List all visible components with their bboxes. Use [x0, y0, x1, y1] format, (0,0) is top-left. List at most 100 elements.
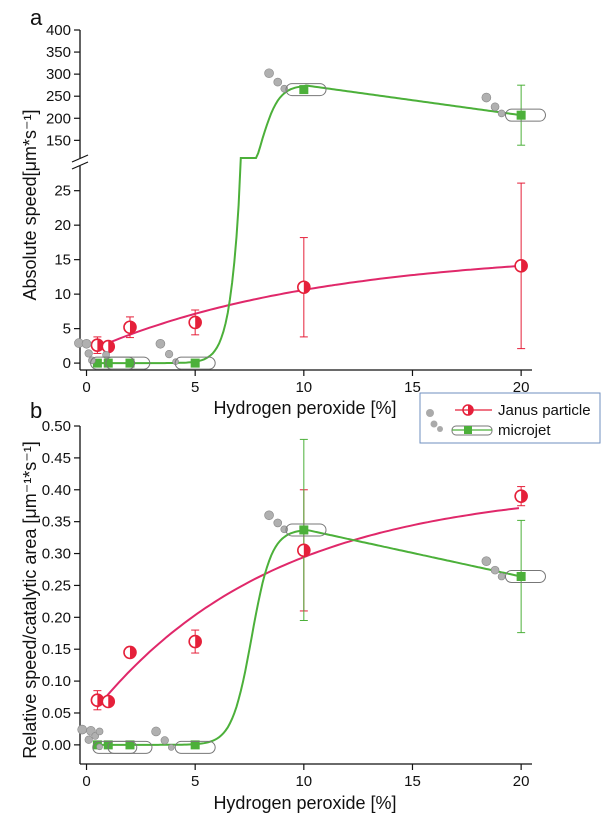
- microjet-tube-icon: [174, 356, 216, 370]
- legend-box: [419, 392, 601, 444]
- sphere-icon: [151, 726, 161, 737]
- sphere-icon: [497, 109, 506, 118]
- panel-a-label: a: [30, 5, 43, 30]
- panel-b-y-tick-label: 0.15: [42, 641, 71, 658]
- legend-item-microjet: microjet: [430, 420, 551, 439]
- sphere-icon: [84, 349, 93, 358]
- panel-a-y-tick-label: 0: [63, 355, 71, 372]
- panel-b-y-title: Relative speed/catalytic area [μm⁻¹*s⁻¹]: [20, 441, 40, 759]
- panel-b-y-tick-label: 0.45: [42, 450, 71, 467]
- sphere-icon: [273, 77, 283, 87]
- janus-data-point-fill: [195, 316, 202, 329]
- sphere-icon: [481, 92, 492, 103]
- legend-microjet-label: microjet: [498, 422, 551, 439]
- microjet-tube-icon: [285, 83, 327, 97]
- sphere-icon: [273, 518, 283, 528]
- panel-b-curves: [96, 507, 522, 746]
- sphere-icon: [155, 338, 166, 349]
- panel-a-axis-break: [71, 154, 89, 170]
- panel-a-y-tick-label: 150: [46, 132, 71, 149]
- microjet-data-point: [190, 740, 200, 750]
- panel-a-decorations: [74, 68, 546, 370]
- panel-a-y-tick-label: 350: [46, 44, 71, 61]
- panel-b-x-tick-label: 20: [513, 773, 530, 790]
- panel-b-y-tick-label: 0.25: [42, 577, 71, 594]
- panel-a-y-tick-label: 400: [46, 22, 71, 39]
- microjet-data-point: [92, 358, 102, 368]
- legend: Janus particle microjet: [419, 392, 601, 444]
- microjet-tube-icon: [504, 108, 546, 122]
- sphere-icon: [264, 68, 274, 79]
- panel-b-x-tick-label: 0: [82, 773, 90, 790]
- microjet-tube-icon: [504, 570, 546, 584]
- janus-data-point-fill: [303, 544, 310, 557]
- panel-a-x-title: Hydrogen peroxide [%]: [213, 398, 396, 418]
- sphere-icon: [490, 565, 500, 575]
- microjet-data-point: [103, 358, 113, 368]
- panel-b: b 0 5 10 15 20 0.00 0.05 0.10 0.15 0.20 0.25 0.30 0.…: [20, 398, 546, 813]
- panel-a-x-tick-label: 0: [82, 379, 90, 396]
- sphere-icon: [96, 743, 103, 751]
- panel-a-y-tick-label: 10: [54, 286, 71, 303]
- janus-data-point-fill: [108, 340, 115, 353]
- panel-b-y-tick-label: 0.50: [42, 418, 71, 435]
- microjet-tube-icon: [174, 740, 216, 754]
- panel-b-x-tick-label: 10: [295, 773, 312, 790]
- panel-a-x-tick-label: 5: [191, 379, 199, 396]
- panel-a-y-title: Absolute speed[μm*s⁻¹]: [20, 110, 40, 301]
- microjet-data-point: [125, 358, 135, 368]
- janus-data-point-fill: [129, 321, 136, 334]
- legend-microjet-marker: [464, 426, 472, 434]
- panel-b-y-tick-label: 0.35: [42, 514, 71, 531]
- sphere-icon: [264, 510, 274, 521]
- panel-b-x-tick-label: 15: [404, 773, 421, 790]
- panel-b-y-tick-label: 0.00: [42, 737, 71, 754]
- panel-a-x-tick-label: 10: [295, 379, 312, 396]
- panel-a-x-tick-label: 20: [513, 379, 530, 396]
- microjet-data-point: [125, 740, 135, 750]
- sphere-icon: [160, 736, 169, 745]
- janus-data-point-fill: [195, 635, 202, 648]
- microjet-data-point: [516, 572, 526, 582]
- panel-b-y-tick-label: 0.40: [42, 482, 71, 499]
- panel-a-y-tick-label: 15: [54, 252, 71, 269]
- panel-a-points: [90, 84, 528, 368]
- sphere-icon: [490, 102, 500, 112]
- sphere-icon: [84, 735, 93, 744]
- janus-data-point-fill: [521, 259, 528, 272]
- microjet-fit-curve-b: [97, 528, 522, 746]
- microjet-data-point: [190, 358, 200, 368]
- janus-data-point-fill: [129, 646, 136, 659]
- janus-data-point-fill: [303, 281, 310, 294]
- sphere-icon: [167, 744, 175, 751]
- sphere-icon: [77, 724, 87, 735]
- sphere-icon: [95, 727, 104, 736]
- panel-b-label: b: [30, 398, 42, 423]
- legend-microjet-sphere-icon: [430, 420, 438, 428]
- panel-b-x-tick-label: 5: [191, 773, 199, 790]
- microjet-tube-icon: [105, 356, 151, 370]
- janus-data-point-fill: [108, 695, 115, 708]
- panel-a-y-tick-label: 300: [46, 66, 71, 83]
- panel-b-y-tick-label: 0.05: [42, 705, 71, 722]
- sphere-icon: [481, 556, 492, 567]
- microjet-data-point: [299, 85, 309, 95]
- janus-data-point-fill: [521, 490, 528, 503]
- panel-a-curves: [96, 84, 522, 365]
- panel-a-y-tick-label: 5: [63, 321, 71, 338]
- microjet-data-point: [299, 525, 309, 535]
- panel-b-decorations: [77, 510, 546, 754]
- sphere-icon: [497, 572, 506, 581]
- sphere-icon: [81, 338, 92, 349]
- legend-item-janus: Janus particle: [426, 402, 591, 419]
- sphere-icon: [164, 350, 174, 359]
- legend-janus-sphere-icon: [426, 409, 434, 417]
- panel-b-y-tick-label: 0.10: [42, 673, 71, 690]
- panel-a-y-tick-label: 25: [54, 183, 71, 200]
- panel-b-y-tick-label: 0.30: [42, 546, 71, 563]
- janus-fit-curve-a: [96, 265, 520, 349]
- panel-b-ticks: 0 5 10 15 20 0.00 0.05 0.10 0.15 0.20 0.25 0.30 0.35…: [42, 418, 530, 790]
